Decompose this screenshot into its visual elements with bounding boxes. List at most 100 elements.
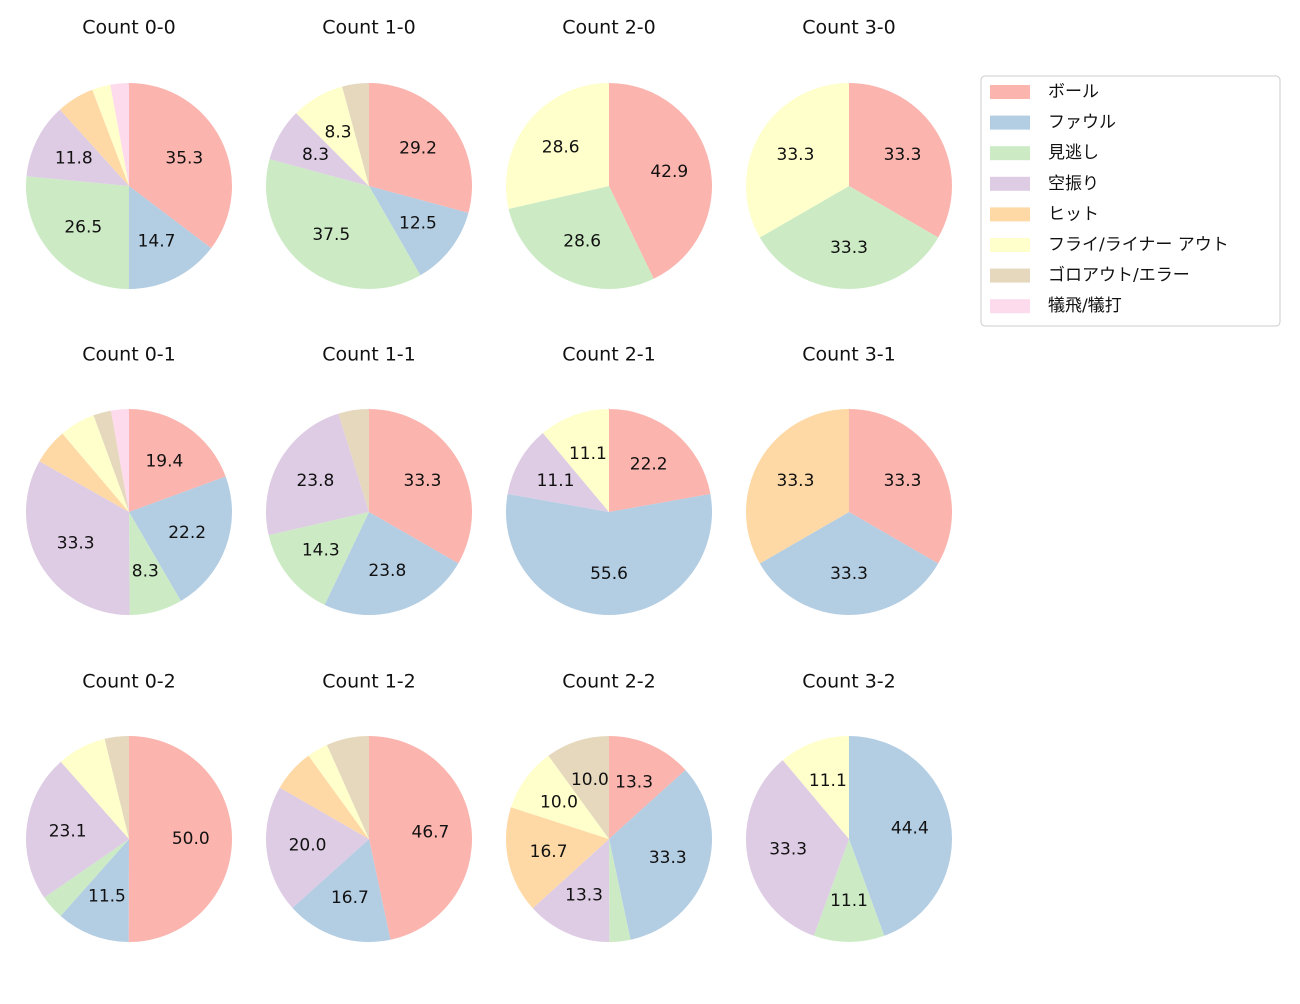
value-label: 14.7	[138, 231, 176, 251]
chart-title: Count 0-2	[82, 671, 176, 693]
value-label: 8.3	[325, 123, 352, 143]
legend-label: ヒット	[1048, 204, 1099, 224]
value-label: 42.9	[650, 162, 688, 182]
value-label: 12.5	[399, 214, 437, 234]
legend-swatch	[990, 207, 1030, 222]
pie-slice	[759, 512, 939, 615]
value-label: 26.5	[64, 218, 102, 238]
chart-title: Count 1-0	[322, 17, 416, 39]
legend-swatch	[990, 176, 1030, 191]
pie-slice	[25, 461, 130, 616]
legend-label: 見逃し	[1048, 143, 1099, 163]
pie-slice	[505, 83, 609, 209]
value-label: 19.4	[145, 451, 183, 471]
legend-swatch	[990, 115, 1030, 130]
pie-slice	[508, 186, 654, 289]
pie-slice	[266, 159, 421, 290]
legend-label: ゴロアウト/エラー	[1048, 265, 1190, 286]
legend-label: フライ/ライナー アウト	[1048, 235, 1229, 255]
value-label: 11.8	[55, 148, 93, 168]
pie-slice	[60, 738, 130, 839]
pie-slice	[548, 736, 609, 839]
pie-slice	[326, 736, 369, 839]
pie-slice	[745, 83, 849, 238]
pie-slice	[369, 736, 473, 940]
pie-slice	[759, 186, 939, 289]
pie-slice	[25, 176, 129, 289]
pie-slice	[92, 84, 129, 186]
value-label: 55.6	[590, 564, 628, 584]
value-label: 11.5	[88, 887, 126, 907]
value-label: 23.8	[368, 561, 406, 581]
pie-slice	[505, 807, 609, 909]
chart-title: Count 0-0	[82, 17, 176, 39]
pie-slice	[93, 410, 129, 512]
pie-slice	[25, 761, 130, 898]
value-label: 44.4	[891, 818, 929, 838]
value-label: 33.3	[769, 840, 807, 860]
chart-title: Count 2-0	[562, 17, 656, 39]
value-label: 33.3	[884, 471, 922, 491]
value-label: 8.3	[302, 145, 329, 165]
pie-slice	[129, 476, 232, 601]
pie-slice	[782, 736, 849, 839]
pie-slice	[62, 415, 129, 512]
chart-title: Count 3-2	[802, 671, 896, 693]
pie-slice	[609, 409, 711, 512]
pie-slice	[369, 83, 472, 213]
value-label: 8.3	[132, 562, 159, 582]
pie-slice	[609, 839, 631, 942]
value-label: 11.1	[809, 771, 847, 791]
pie-slice	[110, 83, 129, 186]
value-label: 33.3	[830, 564, 868, 584]
value-label: 23.8	[296, 471, 334, 491]
pie-slice	[746, 760, 849, 936]
pie-slice	[39, 433, 129, 512]
value-label: 28.6	[563, 232, 601, 252]
value-label: 20.0	[289, 835, 327, 855]
pie-slice	[279, 755, 369, 839]
chart-title: Count 3-0	[802, 17, 896, 39]
legend-label: ボール	[1048, 82, 1099, 102]
pie-slice	[507, 433, 609, 512]
pie-slice	[506, 493, 712, 615]
value-label: 23.1	[49, 822, 87, 842]
value-label: 33.3	[884, 145, 922, 165]
pie-slice	[369, 409, 472, 564]
value-label: 16.7	[530, 842, 568, 862]
pie-slice	[813, 839, 885, 942]
pie-slice	[849, 83, 952, 238]
pie-slice	[26, 109, 130, 186]
pie-slice	[609, 736, 686, 839]
value-label: 13.3	[565, 886, 603, 906]
legend-swatch	[990, 238, 1030, 252]
pie-slice	[609, 83, 713, 279]
chart-title: Count 0-1	[82, 344, 176, 366]
pie-slice	[269, 113, 369, 186]
pie-slice	[268, 512, 369, 605]
value-label: 50.0	[172, 829, 210, 849]
chart-title: Count 2-2	[562, 671, 656, 693]
legend-label: 空振り	[1048, 174, 1099, 194]
value-label: 10.0	[540, 793, 578, 813]
value-label: 13.3	[615, 773, 653, 793]
pie-slice	[342, 83, 369, 186]
pie-slice	[369, 186, 469, 276]
chart-title: Count 3-1	[802, 344, 896, 366]
value-label: 33.3	[404, 471, 442, 491]
value-label: 33.3	[777, 145, 815, 165]
value-label: 22.2	[168, 523, 206, 543]
chart-title: Count 1-1	[322, 344, 416, 366]
legend-swatch	[990, 268, 1030, 283]
value-label: 11.1	[537, 471, 575, 491]
value-label: 11.1	[830, 891, 868, 911]
value-label: 16.7	[331, 888, 369, 908]
legend-swatch	[990, 299, 1030, 314]
value-label: 37.5	[312, 225, 350, 245]
pie-slice	[44, 839, 129, 916]
pie-slice	[104, 736, 129, 839]
value-label: 28.6	[542, 137, 580, 157]
legend-swatch	[990, 146, 1030, 161]
